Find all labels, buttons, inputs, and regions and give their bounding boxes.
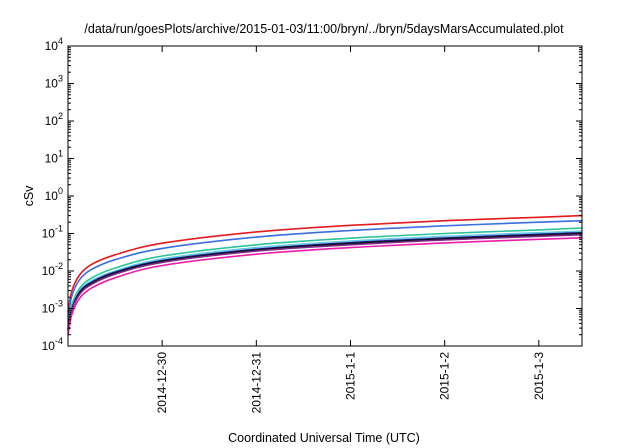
y-axis-label: cSv <box>22 185 36 207</box>
y-tick-label: 10-3 <box>42 299 63 316</box>
y-axis: 10-4 10-3 10-2 10-1 100 101 102 103 104 <box>42 36 582 353</box>
x-axis: 2014-12-30 2014-12-31 2015-1-1 2015-1-2 2015… <box>155 46 546 413</box>
chart-title: /data/run/goesPlots/archive/2015-01-03/1… <box>84 22 564 36</box>
series-line-8 <box>67 237 583 335</box>
x-tick-label: 2015-1-3 <box>532 352 546 400</box>
x-tick-label: 2014-12-31 <box>249 352 263 414</box>
y-tick-label: 103 <box>45 74 63 91</box>
series-line-1 <box>67 214 583 313</box>
y-tick-label: 10-1 <box>42 224 63 241</box>
y-tick-label: 10-2 <box>42 261 63 278</box>
series-line-2 <box>67 219 583 317</box>
x-tick-label: 2015-1-2 <box>438 352 452 400</box>
series-line-6 <box>67 232 583 330</box>
y-tick-label: 10-4 <box>42 336 63 353</box>
y-tick-label: 102 <box>45 111 63 128</box>
x-tick-label: 2015-1-1 <box>344 352 358 400</box>
x-tick-label: 2014-12-30 <box>155 352 169 414</box>
plot-frame <box>67 45 583 347</box>
series-line-7 <box>67 233 583 331</box>
series-line-3 <box>67 227 583 324</box>
x-axis-label: Coordinated Universal Time (UTC) <box>228 431 420 445</box>
y-tick-label: 104 <box>45 36 63 53</box>
y-tick-label: 101 <box>45 149 63 166</box>
y-tick-label: 100 <box>45 186 63 203</box>
series-layer <box>67 214 583 335</box>
